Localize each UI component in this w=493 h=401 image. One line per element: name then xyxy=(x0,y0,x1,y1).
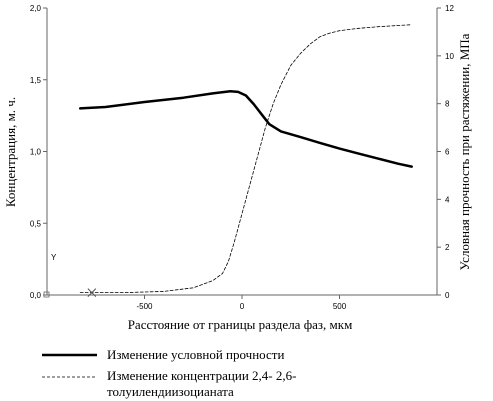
y-left-axis-title: Концентрация, м. ч. xyxy=(3,97,18,207)
x-axis-title: Расстояние от границы раздела фаз, мкм xyxy=(128,317,353,332)
y-right-tick-label: 0 xyxy=(445,291,450,300)
y-right-tick-label: 8 xyxy=(445,100,450,109)
x-ticks: -500 0 500 xyxy=(136,295,347,311)
y-right-tick-label: 2 xyxy=(445,243,450,252)
y-right-tick-label: 4 xyxy=(445,195,450,204)
origin-marker xyxy=(43,291,50,298)
marker-layer xyxy=(87,288,97,297)
y-left-tick-label: 1,0 xyxy=(30,148,42,157)
x-tick-label: 0 xyxy=(240,302,245,311)
y-right-tick-label: 6 xyxy=(445,148,450,157)
y-left-ticks: 0,0 0,5 1,0 1,5 2,0 xyxy=(30,4,47,300)
y-right-ticks: 0 2 4 6 8 10 12 xyxy=(437,4,454,300)
legend-label-strength: Изменение условной прочности xyxy=(107,347,284,362)
y-right-tick-label: 10 xyxy=(445,52,454,61)
y-left-tick-label: 2,0 xyxy=(30,4,42,13)
x-marker xyxy=(87,288,97,297)
y-left-tick-label: 0,5 xyxy=(30,219,42,228)
y-left-tick-label: 0,0 xyxy=(30,291,42,300)
legend-label-concentration-line1: Изменение концентрации 2,4- 2,6- xyxy=(107,368,296,383)
x-tick-label: 500 xyxy=(333,302,347,311)
series-line-concentration xyxy=(79,24,413,294)
x-tick-label: -500 xyxy=(136,302,153,311)
legend-label-concentration-line2: толуилендиизоцианата xyxy=(107,384,234,399)
corner-label-y: Y xyxy=(51,253,57,262)
series-line-strength xyxy=(78,89,413,168)
legend: Изменение условной прочности Изменение к… xyxy=(42,347,296,399)
y-right-axis-title: Условная прочность при растяжении, МПа xyxy=(457,33,472,270)
y-left-tick-label: 1,5 xyxy=(30,76,42,85)
y-right-tick-label: 12 xyxy=(445,4,454,13)
series-layer xyxy=(78,24,413,294)
